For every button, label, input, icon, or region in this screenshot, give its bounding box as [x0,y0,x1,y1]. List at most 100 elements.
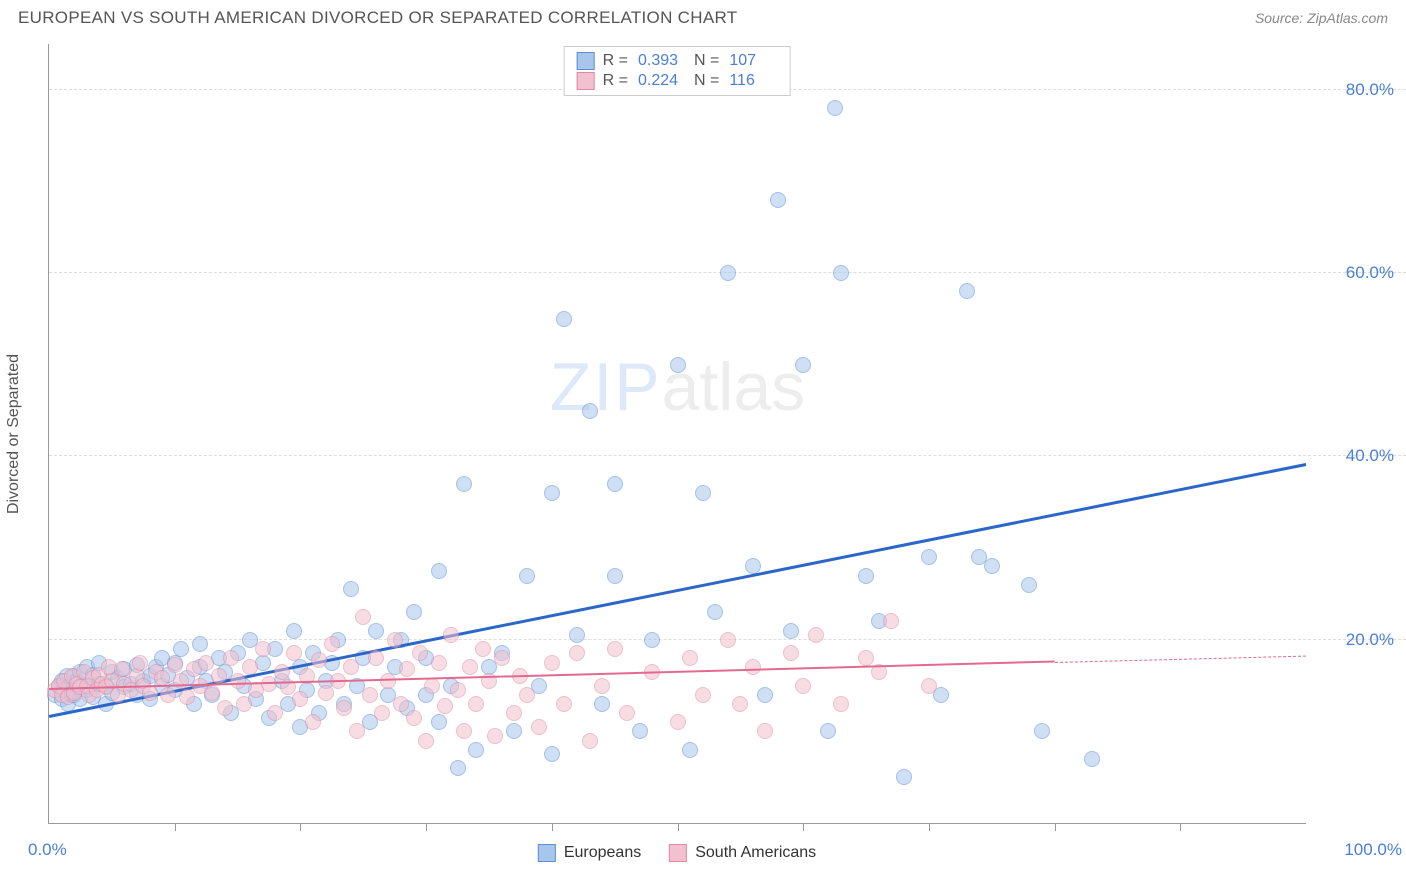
y-tick-label: 20.0% [1346,630,1394,650]
data-point [757,723,773,739]
data-point [211,668,227,684]
data-point [783,645,799,661]
legend-swatch [577,52,595,70]
data-point [368,623,384,639]
data-point [544,485,560,501]
x-tick [1055,823,1056,831]
data-point [198,655,214,671]
data-point [431,563,447,579]
data-point [179,689,195,705]
data-point [556,311,572,327]
x-tick [300,823,301,831]
chart-source: Source: ZipAtlas.com [1255,10,1388,26]
legend-series-label: Europeans [564,844,641,862]
data-point [167,657,183,673]
data-point [236,696,252,712]
data-point [494,650,510,666]
data-point [349,723,365,739]
x-axis-end-label: 100.0% [1344,840,1402,860]
data-point [443,627,459,643]
data-point [267,705,283,721]
data-point [114,661,130,677]
x-tick [552,823,553,831]
data-point [406,604,422,620]
data-point [286,623,302,639]
data-point [556,696,572,712]
x-tick [929,823,930,831]
legend-series-label: South Americans [695,844,816,862]
data-point [255,641,271,657]
data-point [858,650,874,666]
data-point [475,641,491,657]
legend-swatch [577,72,595,90]
data-point [506,723,522,739]
legend-r-label: R = [603,52,628,70]
data-point [355,609,371,625]
data-point [544,655,560,671]
data-point [607,476,623,492]
data-point [670,714,686,730]
data-point [343,581,359,597]
data-point [418,733,434,749]
data-point [582,403,598,419]
data-point [450,682,466,698]
data-point [757,687,773,703]
data-point [431,655,447,671]
legend-n-value: 116 [729,72,777,90]
data-point [783,623,799,639]
data-point [1034,723,1050,739]
x-tick [175,823,176,831]
data-point [619,705,635,721]
gridline [49,455,1406,456]
data-point [808,627,824,643]
data-point [217,700,233,716]
data-point [399,661,415,677]
data-point [644,632,660,648]
data-point [318,685,334,701]
data-point [682,742,698,758]
data-point [594,678,610,694]
data-point [274,664,290,680]
data-point [720,632,736,648]
data-point [820,723,836,739]
x-axis-origin-label: 0.0% [28,840,67,860]
legend-r-value: 0.393 [638,52,686,70]
data-point [368,650,384,666]
data-point [833,265,849,281]
x-tick [678,823,679,831]
data-point [431,714,447,730]
data-point [506,705,522,721]
data-point [531,719,547,735]
data-point [921,549,937,565]
legend-n-label: N = [694,72,719,90]
legend-swatch [538,844,556,862]
data-point [519,568,535,584]
data-point [362,687,378,703]
watermark-zip: ZIP [550,349,662,425]
legend-stat-row: R = 0.393 N = 107 [577,51,778,71]
chart-title: EUROPEAN VS SOUTH AMERICAN DIVORCED OR S… [18,8,737,28]
data-point [412,645,428,661]
data-point [292,691,308,707]
data-point [732,696,748,712]
plot-area: ZIPatlas 20.0%40.0%60.0%80.0% [48,44,1306,824]
data-point [424,678,440,694]
data-point [795,678,811,694]
x-tick [803,823,804,831]
data-point [468,696,484,712]
legend-series-item: Europeans [538,844,641,862]
data-point [487,728,503,744]
trend-line-extrapolation [1055,655,1306,662]
data-point [393,696,409,712]
legend-n-value: 107 [729,52,777,70]
data-point [682,650,698,666]
legend-series-item: South Americans [669,844,816,862]
series-legend: Europeans South Americans [538,844,816,862]
legend-n-label: N = [694,52,719,70]
data-point [406,710,422,726]
data-point [173,641,189,657]
data-point [305,714,321,730]
data-point [286,645,302,661]
x-tick [1180,823,1181,831]
data-point [544,746,560,762]
